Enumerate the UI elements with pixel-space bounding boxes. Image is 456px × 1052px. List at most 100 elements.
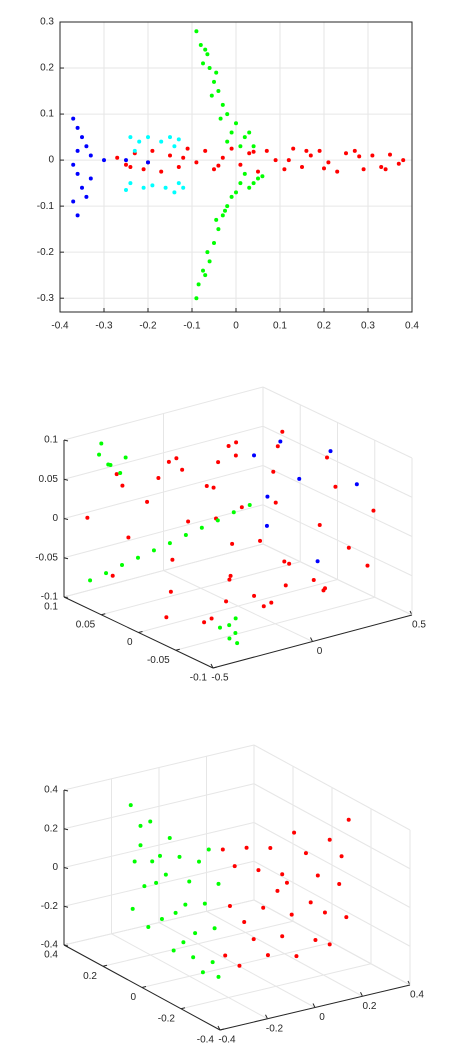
- point: [194, 29, 199, 34]
- grid-line: [253, 744, 411, 831]
- grid-line: [63, 822, 255, 868]
- point: [264, 523, 269, 528]
- point: [128, 181, 133, 186]
- point: [327, 942, 332, 947]
- point: [174, 456, 179, 461]
- point: [344, 915, 349, 920]
- grid-line: [253, 822, 411, 908]
- point: [163, 185, 168, 190]
- point: [196, 282, 201, 287]
- point: [317, 148, 322, 153]
- point: [269, 600, 274, 605]
- point: [159, 916, 164, 921]
- point: [168, 589, 173, 594]
- point: [211, 485, 216, 490]
- point: [300, 165, 304, 169]
- point: [186, 519, 191, 524]
- tick-mark: [63, 557, 69, 560]
- z-tick-label: -0.4: [41, 940, 59, 951]
- point: [226, 444, 231, 449]
- point: [229, 194, 234, 199]
- grid-line: [262, 465, 413, 537]
- point: [176, 181, 181, 186]
- y-tick-label: -0.1: [37, 201, 55, 212]
- y-tick-label: -0.05: [147, 655, 170, 666]
- point: [154, 880, 159, 885]
- grid-line: [63, 899, 255, 946]
- point: [227, 903, 232, 908]
- tick-mark: [63, 789, 69, 792]
- point: [130, 906, 135, 911]
- point: [232, 864, 237, 869]
- point: [275, 888, 280, 893]
- point: [106, 462, 111, 467]
- point: [256, 176, 260, 181]
- point: [138, 823, 143, 828]
- point: [102, 158, 106, 163]
- point: [84, 194, 89, 199]
- z-tick-label: -0.2: [41, 901, 59, 912]
- point: [327, 837, 332, 842]
- point: [71, 162, 76, 167]
- point: [126, 535, 131, 540]
- point: [146, 925, 151, 929]
- point: [379, 165, 384, 169]
- y-tick-label: 0.3: [40, 17, 54, 28]
- point: [273, 158, 278, 163]
- point: [294, 954, 299, 959]
- point: [217, 625, 222, 630]
- point: [242, 135, 247, 140]
- point: [120, 562, 125, 567]
- point: [118, 471, 123, 476]
- point: [252, 453, 257, 458]
- grid-line: [138, 579, 338, 633]
- x-tick-label: 0: [319, 1012, 325, 1023]
- point: [138, 843, 143, 848]
- point: [206, 847, 211, 852]
- point: [223, 953, 228, 958]
- point: [141, 185, 146, 190]
- point: [229, 146, 234, 151]
- point: [225, 204, 230, 209]
- point: [365, 563, 370, 568]
- point: [176, 165, 181, 169]
- point: [201, 61, 205, 66]
- point: [199, 525, 204, 530]
- point: [200, 970, 205, 975]
- point: [268, 845, 273, 850]
- point: [150, 183, 155, 188]
- point: [230, 541, 235, 546]
- point: [235, 641, 240, 646]
- point: [164, 615, 169, 620]
- point: [313, 937, 318, 942]
- point: [335, 169, 340, 174]
- point: [88, 176, 93, 181]
- grid-line: [63, 425, 264, 480]
- y-tick-label: 0: [127, 637, 133, 648]
- grid-line: [102, 920, 294, 967]
- point: [258, 538, 263, 543]
- point: [180, 467, 185, 472]
- point: [181, 940, 186, 945]
- y-tick-label: 0: [48, 155, 54, 166]
- point: [150, 148, 155, 153]
- axes-box: [59, 21, 413, 313]
- point: [225, 139, 230, 144]
- point: [357, 154, 362, 159]
- point: [346, 545, 351, 550]
- point: [88, 153, 93, 158]
- point: [167, 541, 172, 546]
- point: [344, 151, 348, 156]
- point: [104, 571, 109, 576]
- y-tick-label: -0.2: [37, 247, 55, 258]
- point: [158, 853, 162, 858]
- point: [328, 449, 333, 454]
- tick-mark: [63, 478, 69, 481]
- point: [132, 148, 137, 153]
- grid-line: [262, 425, 413, 498]
- point: [251, 937, 256, 942]
- point: [124, 188, 128, 193]
- point: [323, 586, 328, 591]
- point: [233, 630, 238, 635]
- x-tick-label: 0: [233, 321, 239, 332]
